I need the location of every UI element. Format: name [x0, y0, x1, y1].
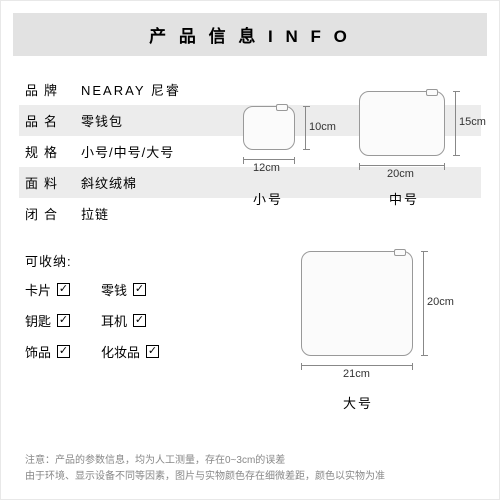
- dim-line: [359, 165, 445, 166]
- dim-line: [455, 91, 456, 156]
- footnote-line: 由于环境、显示设备不同等因素，图片与实物颜色存在细微差距，颜色以实物为准: [25, 469, 475, 485]
- storage-item: 饰品 ✓: [25, 342, 95, 361]
- check-icon: ✓: [57, 283, 70, 296]
- spec-label: 面料: [25, 173, 75, 192]
- dim-height-medium: 15cm: [459, 116, 486, 128]
- footnote-line: 注意：产品的参数信息，均为人工测量，存在0~3cm的误差: [25, 453, 475, 469]
- bag-medium-figure: [359, 91, 445, 156]
- storage-label: 耳机: [101, 311, 127, 330]
- storage-label: 化妆品: [101, 342, 140, 361]
- spec-value: 斜纹绒棉: [81, 173, 137, 192]
- storage-item: 耳机 ✓: [101, 311, 171, 330]
- spec-label: 闭合: [25, 204, 75, 223]
- check-icon: ✓: [133, 283, 146, 296]
- footnote: 注意：产品的参数信息，均为人工测量，存在0~3cm的误差 由于环境、显示设备不同…: [25, 453, 475, 485]
- storage-label: 零钱: [101, 280, 127, 299]
- check-icon: ✓: [133, 314, 146, 327]
- spec-value: 零钱包: [81, 111, 123, 130]
- storage-item: 化妆品 ✓: [101, 342, 171, 361]
- title-bar: 产 品 信 息 I N F O: [13, 13, 487, 56]
- storage-label: 钥匙: [25, 311, 51, 330]
- storage-label: 饰品: [25, 342, 51, 361]
- size-label-small: 小号: [253, 189, 283, 208]
- storage-item: 钥匙 ✓: [25, 311, 95, 330]
- check-icon: ✓: [57, 345, 70, 358]
- dim-line: [423, 251, 424, 356]
- spec-value: 小号/中号/大号: [81, 142, 174, 161]
- size-label-medium: 中号: [389, 189, 419, 208]
- storage-item: 零钱 ✓: [101, 280, 171, 299]
- dim-line: [243, 159, 295, 160]
- bag-large-figure: [301, 251, 413, 356]
- spec-label: 规格: [25, 142, 75, 161]
- bag-small-figure: [243, 106, 295, 150]
- storage-label: 卡片: [25, 280, 51, 299]
- dim-height-small: 10cm: [309, 121, 336, 133]
- check-icon: ✓: [57, 314, 70, 327]
- spec-value: 拉链: [81, 204, 109, 223]
- spec-label: 品名: [25, 111, 75, 130]
- dim-width-small: 12cm: [253, 162, 280, 174]
- check-icon: ✓: [146, 345, 159, 358]
- dim-line: [305, 106, 306, 150]
- dim-line: [301, 365, 413, 366]
- dim-height-large: 20cm: [427, 296, 454, 308]
- spec-label: 品牌: [25, 80, 75, 99]
- storage-item: 卡片 ✓: [25, 280, 95, 299]
- size-label-large: 大号: [343, 393, 373, 412]
- dim-width-medium: 20cm: [387, 168, 414, 180]
- spec-value: NEARAY 尼睿: [81, 80, 181, 99]
- dim-width-large: 21cm: [343, 368, 370, 380]
